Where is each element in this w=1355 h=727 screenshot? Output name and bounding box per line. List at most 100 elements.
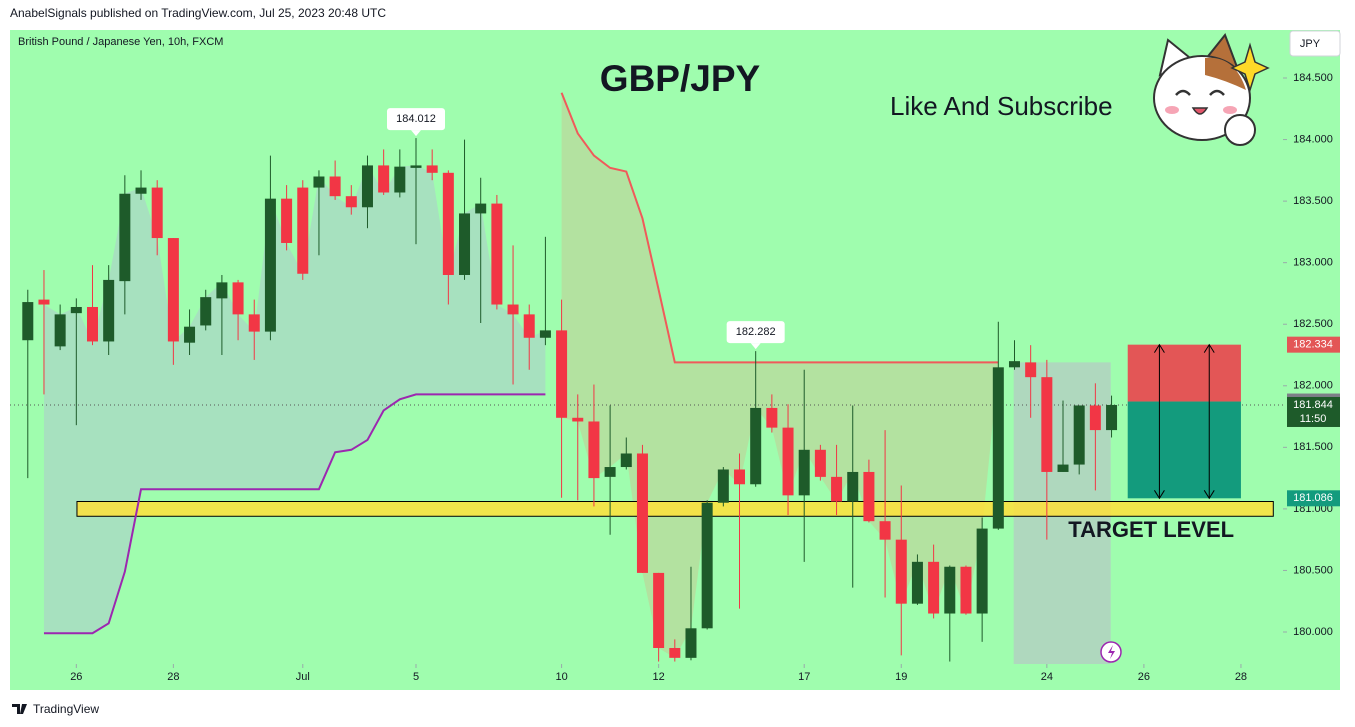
candle-body	[394, 166, 406, 193]
candle-body	[653, 572, 665, 648]
candle-body	[232, 282, 244, 315]
zone-label: TARGET LEVEL	[1068, 517, 1234, 542]
x-tick-label: 5	[413, 671, 419, 683]
candle-body	[976, 528, 988, 614]
candle-body	[928, 561, 940, 614]
arrow-head	[1153, 343, 1165, 353]
x-tick-label: 28	[167, 671, 179, 683]
x-tick-label: 17	[798, 671, 810, 683]
y-tick-label: 182.000	[1293, 380, 1333, 392]
x-tick-label: 19	[895, 671, 907, 683]
candle-body	[135, 187, 147, 194]
candle-body	[669, 647, 681, 658]
candle-body	[556, 330, 568, 418]
candle-body	[847, 471, 859, 502]
candle-body	[636, 453, 648, 573]
candle-body	[410, 165, 422, 168]
candle-body	[1057, 464, 1069, 472]
high-label-pointer	[411, 130, 422, 137]
candle-body	[1089, 405, 1101, 431]
countdown: 11:50	[1300, 413, 1327, 425]
annotation: Like And Subscribe	[890, 91, 1113, 121]
candle-body	[264, 198, 276, 332]
x-tick-label: 10	[555, 671, 567, 683]
candle-body	[572, 417, 584, 422]
candle-body	[1041, 377, 1053, 472]
price-tag	[1287, 336, 1340, 353]
high-label-pointer	[750, 343, 761, 350]
x-tick-label: 28	[1235, 671, 1247, 683]
candle-body	[38, 299, 50, 305]
price-tag	[1287, 490, 1340, 507]
arrow-head	[1153, 490, 1165, 500]
x-tick-label: 26	[70, 671, 82, 683]
stop-zone	[1127, 344, 1241, 402]
candle-body	[1025, 362, 1037, 378]
candle-body	[798, 449, 810, 496]
candle-body	[345, 196, 357, 208]
candle-body	[297, 187, 309, 274]
candle-body	[539, 330, 551, 338]
high-label: 184.012	[396, 113, 436, 125]
candle-body	[604, 467, 616, 477]
candle-body	[782, 427, 794, 496]
candle-body	[1073, 405, 1085, 465]
y-tick-label: 181.500	[1293, 441, 1333, 453]
arrow-head	[1203, 343, 1215, 353]
y-tick-label: 184.500	[1293, 72, 1333, 84]
x-tick-label: 26	[1138, 671, 1150, 683]
high-label-box	[387, 108, 446, 131]
candle-body	[734, 469, 746, 485]
y-tick-label: 183.000	[1293, 257, 1333, 269]
candle-body	[1008, 361, 1020, 368]
candle-body	[879, 521, 891, 540]
header: AnabelSignals published on TradingView.c…	[10, 6, 386, 20]
candle-body	[313, 176, 325, 188]
candle-body	[895, 539, 907, 604]
cat-sticker	[1153, 33, 1270, 146]
candle-body	[717, 469, 729, 503]
plot: TARGET LEVEL 184.012 182.282 180.000 180.500…	[10, 72, 1340, 683]
candle-body	[588, 421, 600, 479]
indicator-line	[560, 92, 999, 364]
price-tag-label: 182.334	[1293, 339, 1333, 351]
price-tag	[1287, 396, 1340, 427]
candle-body	[86, 306, 98, 342]
candle-body	[103, 279, 115, 342]
candle-body	[426, 165, 438, 173]
candle-body	[151, 187, 163, 239]
currency-box	[1289, 30, 1341, 57]
candle-body	[167, 238, 179, 342]
candle-body	[1106, 404, 1118, 431]
candle-body	[992, 367, 1004, 529]
y-tick-label: 183.500	[1293, 195, 1333, 207]
candle-body	[361, 165, 373, 208]
candle-body	[200, 297, 212, 326]
candle-body	[766, 407, 778, 428]
candle-body	[70, 306, 82, 314]
candle-body	[378, 165, 390, 193]
candle-body	[22, 302, 34, 341]
candle-body	[442, 172, 454, 275]
candle-body	[911, 561, 923, 604]
candle-body	[281, 198, 293, 243]
candle-body	[475, 203, 487, 214]
target-zone	[1127, 401, 1241, 499]
candle-body	[248, 314, 260, 332]
arrow-head	[1203, 490, 1215, 500]
candle-body	[523, 314, 535, 338]
zone	[76, 500, 1274, 517]
y-tick-label: 180.000	[1293, 626, 1333, 638]
candle-body	[507, 304, 519, 315]
candle-body	[491, 203, 503, 305]
high-label: 182.282	[736, 326, 776, 338]
candle-body	[750, 407, 762, 485]
candle-body	[54, 314, 66, 347]
chart-title: GBP/JPY	[600, 58, 761, 99]
x-tick-label: Jul	[296, 671, 310, 683]
price-tag-label: 181.086	[1293, 492, 1333, 504]
indicator-line	[43, 393, 546, 635]
candle-body	[685, 628, 697, 658]
